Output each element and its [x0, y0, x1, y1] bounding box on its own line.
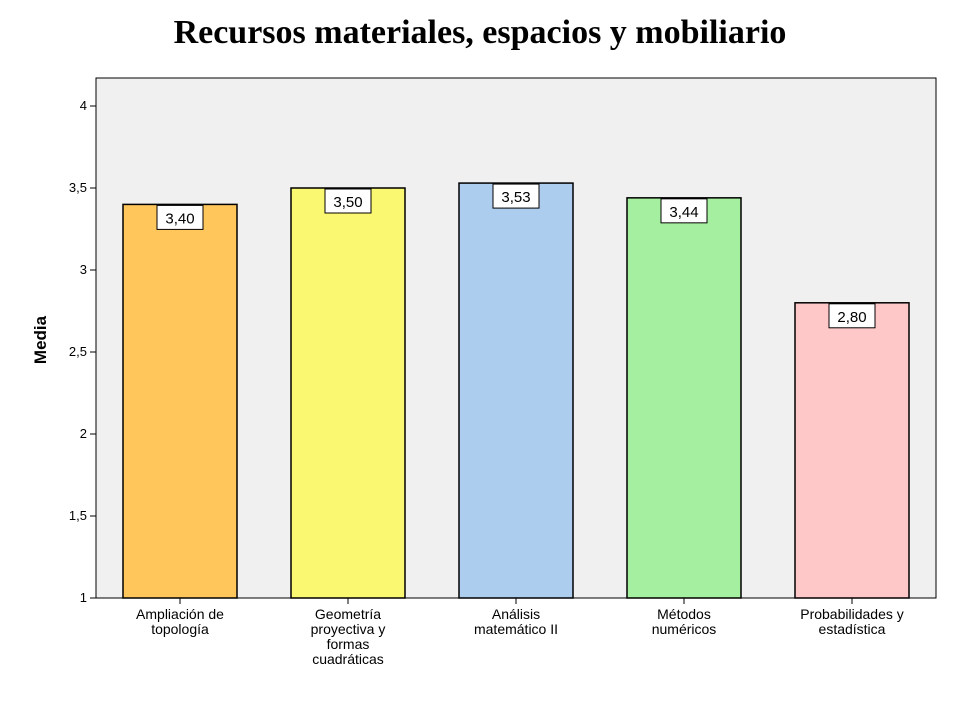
data-labels: 3,40 3,50 3,53 3,44 2,80: [156, 183, 876, 329]
data-label: 2,80: [837, 309, 866, 326]
y-tick-label: 1: [80, 590, 87, 605]
data-label: 3,50: [333, 194, 362, 211]
x-tick-label: Análisis: [492, 606, 540, 622]
data-label-box: [660, 198, 708, 224]
data-label: 3,44: [669, 204, 698, 221]
chart-title: Recursos materiales, espacios y mobiliar…: [173, 14, 787, 51]
x-tick-label: cuadráticas: [312, 651, 384, 667]
x-tick-label: Ampliación de: [136, 606, 224, 622]
x-tick-label: matemático II: [474, 621, 558, 637]
data-label-box: [324, 188, 372, 214]
bar: [458, 182, 574, 599]
data-label-box: [156, 204, 204, 230]
y-tick-label: 2,5: [69, 344, 87, 359]
y-tick-label: 1,5: [69, 508, 87, 523]
data-label: 3,53: [501, 189, 530, 206]
bar: [290, 187, 406, 599]
y-tick-label: 3: [80, 262, 87, 277]
x-tick-label: numéricos: [652, 621, 717, 637]
x-tick-label: formas: [327, 636, 370, 652]
x-tick-label: topología: [151, 621, 209, 637]
y-tick-label: 4: [80, 98, 87, 113]
data-label-box: [492, 183, 540, 209]
x-tick-label: Probabilidades y: [800, 606, 904, 622]
bars: [122, 182, 910, 599]
x-tick-label: Métodos: [657, 606, 711, 622]
bar: [626, 197, 742, 599]
x-tick-label: proyectiva y: [311, 621, 386, 637]
x-tick-label: estadística: [819, 621, 886, 637]
y-tick-label: 3,5: [69, 180, 87, 195]
bar: [794, 302, 910, 599]
y-axis: 1 1,5 2 2,5 3 3,5 4: [69, 98, 96, 605]
y-axis-label: Media: [31, 315, 50, 364]
bar: [122, 203, 238, 599]
y-tick-label: 2: [80, 426, 87, 441]
x-tick-label: Geometría: [315, 606, 381, 622]
data-label-box: [828, 303, 876, 329]
data-label: 3,40: [165, 210, 194, 227]
